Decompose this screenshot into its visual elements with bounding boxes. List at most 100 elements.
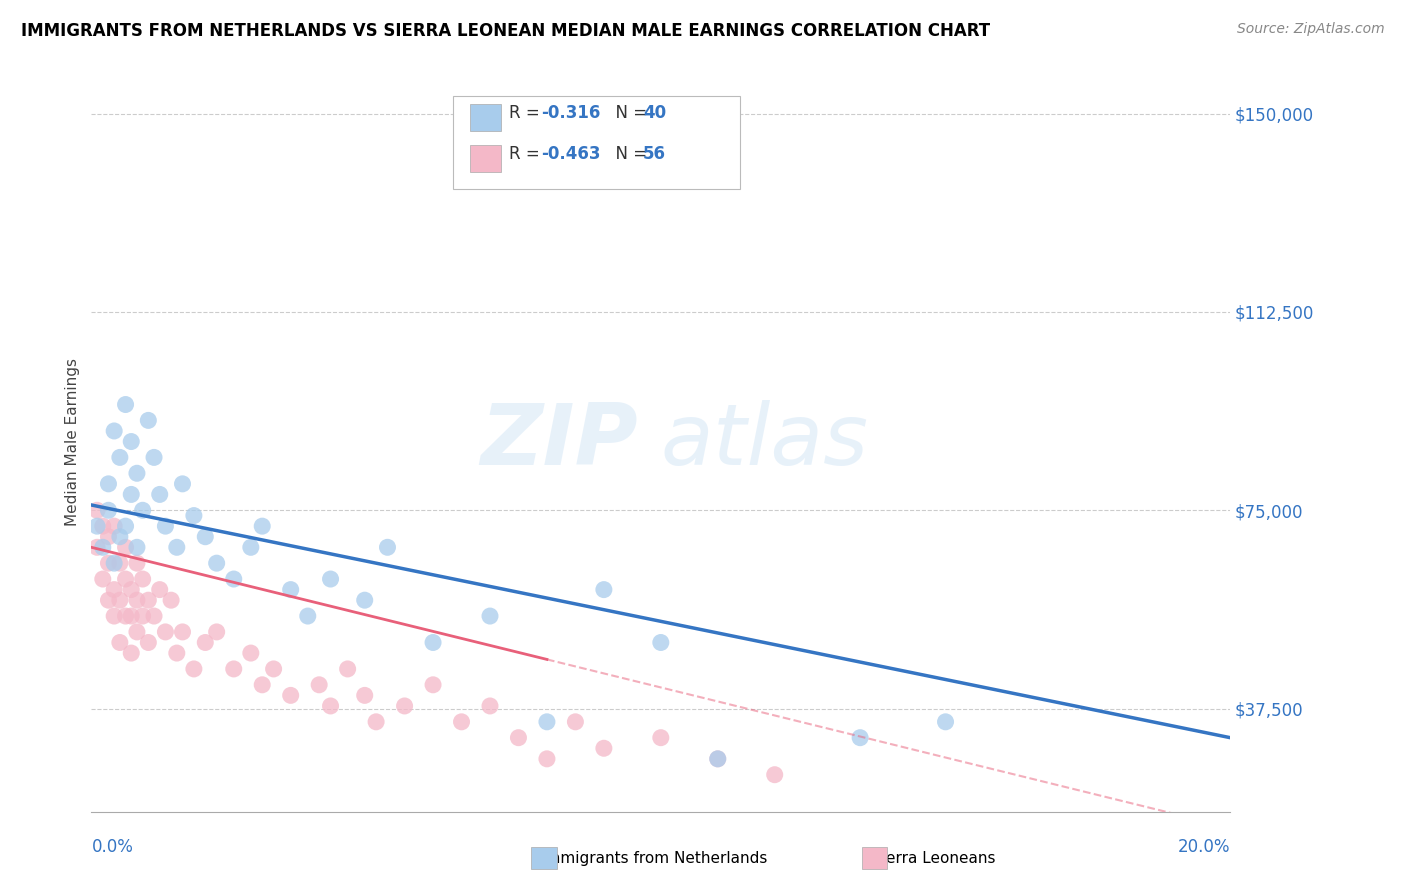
Point xyxy=(183,662,205,676)
Point xyxy=(239,646,262,660)
Point xyxy=(125,593,148,607)
Point xyxy=(394,698,416,713)
Point xyxy=(108,450,131,465)
Point xyxy=(536,752,558,766)
Point xyxy=(120,487,142,501)
Point xyxy=(280,689,302,703)
Point xyxy=(172,624,194,639)
Point xyxy=(763,767,786,781)
Point xyxy=(125,467,148,481)
Text: 40: 40 xyxy=(643,104,666,122)
Point xyxy=(308,678,330,692)
Point xyxy=(155,519,177,533)
Point xyxy=(377,541,399,555)
Text: N =: N = xyxy=(605,145,652,163)
Point xyxy=(166,541,188,555)
Point xyxy=(108,530,131,544)
Point xyxy=(91,572,114,586)
Point xyxy=(297,609,319,624)
Text: -0.316: -0.316 xyxy=(541,104,600,122)
Point xyxy=(450,714,472,729)
Point xyxy=(143,450,166,465)
Point xyxy=(650,635,672,649)
Point xyxy=(263,662,285,676)
Point xyxy=(478,698,502,713)
Point xyxy=(131,503,153,517)
Point xyxy=(706,752,728,766)
Point xyxy=(86,541,108,555)
Point xyxy=(97,503,120,517)
Point xyxy=(205,624,228,639)
Point xyxy=(364,714,387,729)
Point xyxy=(250,519,273,533)
Point xyxy=(336,662,359,676)
Point xyxy=(120,646,142,660)
Point xyxy=(155,624,177,639)
Point xyxy=(149,487,172,501)
Point xyxy=(114,519,136,533)
Text: atlas: atlas xyxy=(661,400,869,483)
Point xyxy=(103,556,125,570)
Point xyxy=(103,424,125,438)
Text: Sierra Leoneans: Sierra Leoneans xyxy=(872,851,995,865)
Point xyxy=(222,572,245,586)
Point xyxy=(114,398,136,412)
Point xyxy=(131,609,153,624)
Point xyxy=(593,741,616,756)
Point xyxy=(114,541,136,555)
Point xyxy=(160,593,183,607)
Text: ZIP: ZIP xyxy=(481,400,638,483)
Point xyxy=(108,593,131,607)
Point xyxy=(97,556,120,570)
Point xyxy=(564,714,586,729)
Point xyxy=(194,635,217,649)
Point xyxy=(422,635,444,649)
Text: 0.0%: 0.0% xyxy=(91,838,134,856)
Point xyxy=(508,731,530,745)
Text: R =: R = xyxy=(509,145,546,163)
Point xyxy=(120,609,142,624)
Text: 56: 56 xyxy=(643,145,666,163)
Point xyxy=(172,476,194,491)
Point xyxy=(97,593,120,607)
Point xyxy=(183,508,205,523)
Point xyxy=(422,678,444,692)
Text: R =: R = xyxy=(509,104,546,122)
Text: IMMIGRANTS FROM NETHERLANDS VS SIERRA LEONEAN MEDIAN MALE EARNINGS CORRELATION C: IMMIGRANTS FROM NETHERLANDS VS SIERRA LE… xyxy=(21,22,990,40)
Point xyxy=(103,519,125,533)
Point xyxy=(125,541,148,555)
Point xyxy=(103,609,125,624)
Point xyxy=(125,556,148,570)
Point xyxy=(131,572,153,586)
Point xyxy=(125,624,148,639)
Point xyxy=(353,689,375,703)
Point xyxy=(205,556,228,570)
Point xyxy=(138,593,160,607)
Point xyxy=(103,582,125,597)
Point xyxy=(97,476,120,491)
Point xyxy=(222,662,245,676)
Point xyxy=(138,413,160,427)
Point xyxy=(91,519,114,533)
Point xyxy=(86,503,108,517)
Point xyxy=(120,582,142,597)
Point xyxy=(91,541,114,555)
Point xyxy=(149,582,172,597)
Point xyxy=(934,714,956,729)
Point xyxy=(280,582,302,597)
Point xyxy=(353,593,375,607)
Point xyxy=(319,572,342,586)
Point xyxy=(478,609,502,624)
Point xyxy=(239,541,262,555)
Y-axis label: Median Male Earnings: Median Male Earnings xyxy=(65,358,80,525)
Point xyxy=(138,635,160,649)
Point xyxy=(250,678,273,692)
Point xyxy=(108,635,131,649)
Text: 20.0%: 20.0% xyxy=(1178,838,1230,856)
Text: -0.463: -0.463 xyxy=(541,145,602,163)
Point xyxy=(86,519,108,533)
Point xyxy=(650,731,672,745)
Point xyxy=(120,434,142,449)
Point xyxy=(706,752,728,766)
Text: N =: N = xyxy=(605,104,652,122)
